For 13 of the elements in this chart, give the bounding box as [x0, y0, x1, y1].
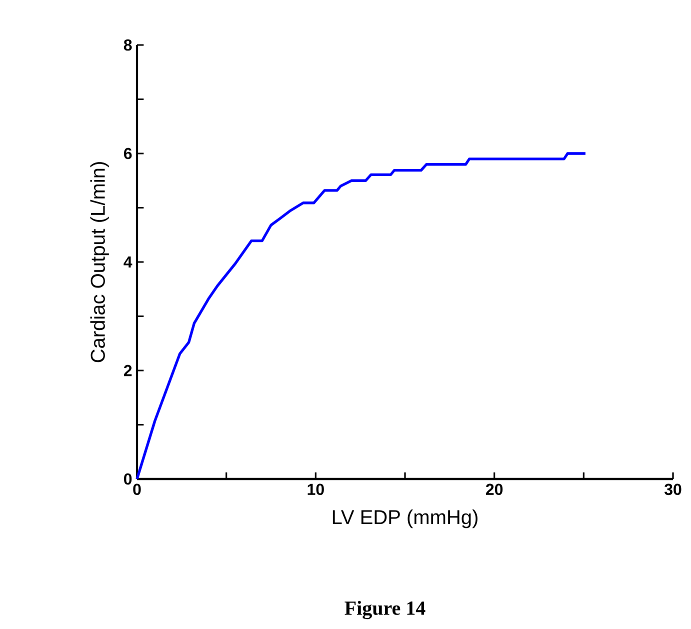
line-series — [136, 152, 587, 480]
y-tick-label: 2 — [124, 364, 132, 376]
y-axis-title: Cardiac Output (L/min) — [90, 162, 109, 362]
x-tick-label: 10 — [308, 484, 324, 496]
caption: Figure 14 — [344, 600, 426, 620]
y-tick-label: 8 — [124, 39, 132, 51]
x-tick-label: 0 — [133, 484, 141, 496]
x-tick-label: 20 — [486, 484, 503, 496]
y-tick-label: 4 — [124, 256, 132, 268]
x-tick-label: 30 — [664, 484, 682, 496]
y-tick-label: 6 — [124, 148, 132, 160]
y-tick-label: 0 — [124, 473, 132, 485]
x-axis-title: LV EDP (mmHg) — [332, 510, 478, 528]
